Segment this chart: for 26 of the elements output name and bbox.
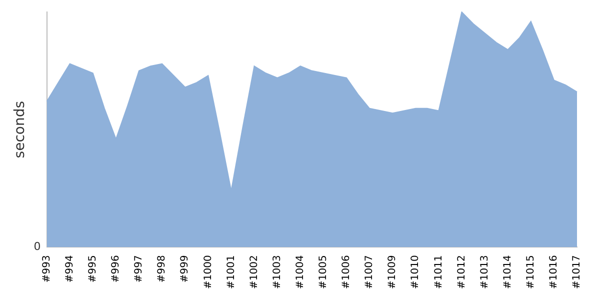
x-tick-label: #995 bbox=[88, 255, 98, 283]
x-tick-label: #1009 bbox=[387, 255, 398, 289]
x-tick-label: #997 bbox=[134, 255, 145, 283]
x-tick-label: #1002 bbox=[248, 255, 260, 289]
x-tick-label: #1000 bbox=[202, 255, 214, 289]
x-tick-label: #994 bbox=[64, 255, 76, 283]
x-tick-label: #1004 bbox=[294, 255, 306, 289]
x-tick-label: #1011 bbox=[433, 255, 444, 289]
x-tick-label: #1017 bbox=[572, 255, 583, 289]
y-axis-title: seconds bbox=[12, 100, 28, 158]
text: 0 bbox=[34, 240, 41, 254]
x-tick-label: #1016 bbox=[548, 255, 560, 289]
x-tick-label: #996 bbox=[110, 255, 122, 283]
x-tick-label: #1006 bbox=[341, 255, 352, 289]
x-tick-label: #1001 bbox=[226, 255, 237, 289]
x-tick-label: #1012 bbox=[456, 255, 468, 289]
x-tick-label: #998 bbox=[156, 255, 168, 283]
x-tick-label: #1015 bbox=[525, 255, 536, 289]
x-tick-label: #1005 bbox=[318, 255, 330, 289]
x-tick-label: #1014 bbox=[502, 255, 514, 289]
x-tick-label: #1010 bbox=[410, 255, 422, 289]
x-tick-label: #993 bbox=[41, 255, 52, 283]
x-tick-label: #1003 bbox=[272, 255, 283, 289]
x-tick-label: #1013 bbox=[479, 255, 490, 289]
x-tick-label: #1007 bbox=[364, 255, 376, 289]
x-tick-label: #999 bbox=[180, 255, 191, 283]
